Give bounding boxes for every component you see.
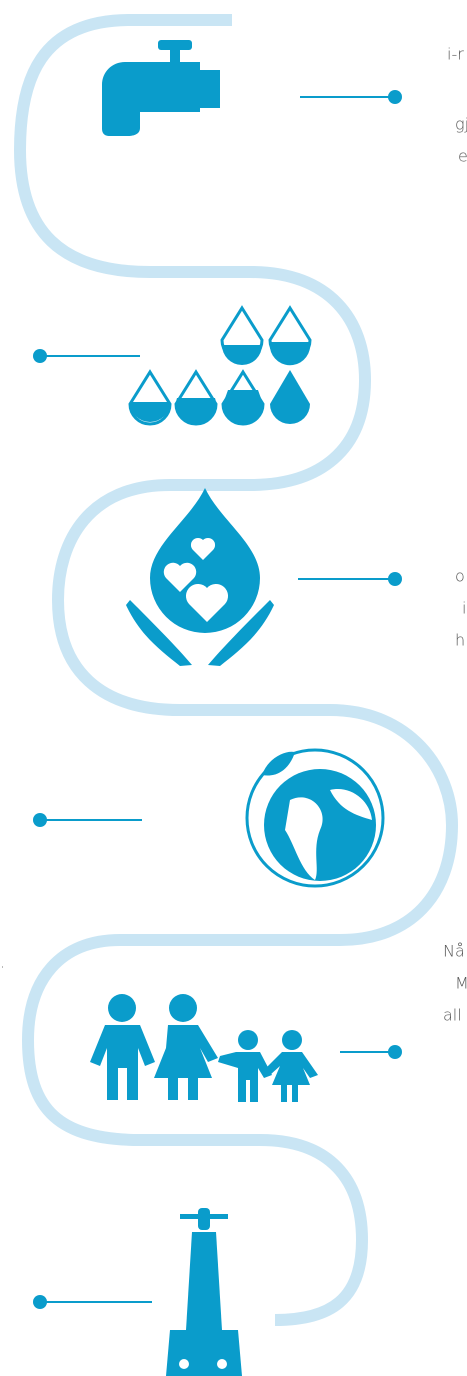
text-fragment: M — [455, 974, 467, 993]
family-icon — [90, 994, 318, 1102]
clipped-text: i-r gj e o i h Nå M all . — [0, 45, 467, 1025]
connectors — [33, 90, 402, 1309]
text-fragment: all — [443, 1006, 462, 1025]
text-fragment: o — [455, 567, 465, 586]
drops-icon — [128, 305, 312, 426]
text-fragment: i — [462, 599, 466, 618]
globe-icon — [245, 748, 385, 888]
wave — [13, 14, 459, 1326]
text-fragment: e — [458, 147, 467, 166]
text-fragment: . — [0, 953, 5, 972]
care-icon — [126, 488, 274, 666]
text-fragment: gj — [455, 115, 467, 134]
machine-icon — [166, 1208, 242, 1376]
faucet-icon — [102, 40, 220, 136]
text-fragment: i-r — [447, 45, 464, 64]
text-fragment: Nå — [443, 942, 465, 961]
text-fragment: h — [455, 631, 465, 650]
